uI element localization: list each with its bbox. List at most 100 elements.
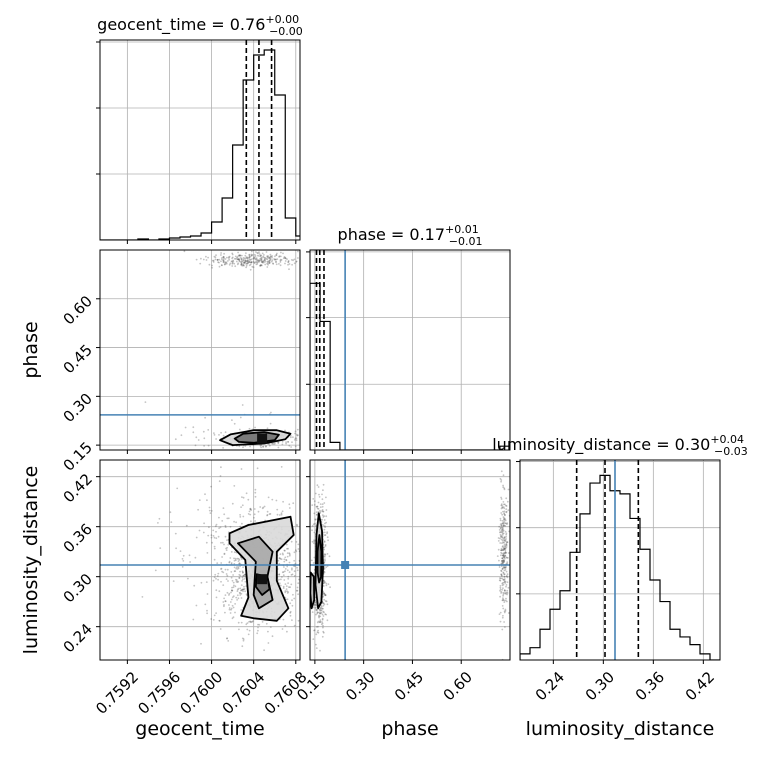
sample-point xyxy=(203,445,206,447)
sample-point xyxy=(293,551,296,554)
y-tick-label-phase: 0.15 xyxy=(60,438,96,474)
sample-point xyxy=(246,262,248,265)
sample-point xyxy=(500,573,503,576)
sample-point xyxy=(288,268,290,271)
sample-point xyxy=(323,567,326,570)
sample-point xyxy=(235,260,238,263)
sample-point xyxy=(284,570,286,573)
sample-point xyxy=(317,611,319,614)
sample-point xyxy=(308,264,310,266)
sample-point xyxy=(253,513,256,516)
sample-point xyxy=(264,257,267,259)
sample-point xyxy=(312,523,315,526)
sample-point xyxy=(319,612,321,615)
sample-point xyxy=(230,551,233,553)
sample-point xyxy=(504,551,507,554)
sample-point xyxy=(317,631,320,634)
sample-point xyxy=(275,499,278,502)
x-tick-label-luminosity_distance: 0.24 xyxy=(532,668,568,704)
sample-point xyxy=(314,519,317,521)
sample-point xyxy=(501,575,503,577)
sample-point xyxy=(301,440,303,442)
sample-point xyxy=(505,546,508,548)
sample-point xyxy=(288,586,290,588)
sample-point xyxy=(259,264,262,266)
sample-point xyxy=(503,569,506,572)
sample-point xyxy=(242,258,245,261)
sample-point xyxy=(242,571,244,574)
sample-point xyxy=(502,594,504,597)
sample-point xyxy=(238,254,241,257)
sample-point xyxy=(237,580,240,583)
sample-point xyxy=(222,256,225,259)
sample-point xyxy=(263,259,266,262)
panel-frame xyxy=(309,249,511,451)
sample-point xyxy=(296,524,298,527)
sample-point xyxy=(244,259,247,262)
sample-point xyxy=(291,573,294,576)
sample-point xyxy=(324,526,326,528)
sample-point xyxy=(243,264,245,267)
sample-point xyxy=(276,252,278,255)
sample-point xyxy=(324,594,326,596)
sample-point xyxy=(225,547,227,550)
sample-point xyxy=(319,621,322,623)
sample-point xyxy=(278,255,281,258)
sample-point xyxy=(274,258,277,261)
density-contour-inner xyxy=(233,431,280,444)
sample-point xyxy=(499,531,501,534)
sample-point xyxy=(288,571,291,573)
sample-point xyxy=(503,541,505,544)
sample-point xyxy=(269,422,272,425)
sample-point xyxy=(501,557,504,560)
sample-point xyxy=(500,549,502,552)
panel-title: geocent_time = 0.76+0.00 −0.00 xyxy=(97,13,303,38)
sample-point xyxy=(318,664,320,666)
sample-point xyxy=(231,419,233,421)
sample-point xyxy=(501,557,504,559)
sample-point xyxy=(503,536,506,539)
sample-point xyxy=(233,422,236,425)
sample-point xyxy=(285,559,287,561)
sample-point xyxy=(288,503,291,506)
sample-point xyxy=(504,545,506,548)
sample-point xyxy=(200,257,202,260)
sample-point xyxy=(506,541,509,544)
sample-point xyxy=(504,513,506,516)
sample-point xyxy=(502,561,505,563)
sample-point xyxy=(296,586,299,589)
sample-point xyxy=(261,261,264,264)
sample-point xyxy=(274,258,276,261)
sample-point xyxy=(221,556,224,558)
sample-point xyxy=(302,557,304,559)
sample-point xyxy=(213,432,215,434)
sample-point xyxy=(238,591,241,594)
sample-point xyxy=(249,261,252,264)
sample-point xyxy=(200,642,202,645)
sample-point xyxy=(313,603,316,606)
sample-point xyxy=(223,261,226,263)
sample-point xyxy=(321,618,324,621)
sample-point xyxy=(296,589,299,592)
sample-point xyxy=(323,548,326,551)
sample-point xyxy=(315,608,318,611)
sample-point xyxy=(243,262,245,264)
sample-point xyxy=(316,608,319,611)
sample-point xyxy=(325,509,328,511)
sample-point xyxy=(242,588,245,591)
sample-point xyxy=(502,593,505,596)
sample-point xyxy=(323,598,326,601)
sample-point xyxy=(315,643,317,646)
sample-point xyxy=(254,488,257,491)
sample-point xyxy=(223,257,225,260)
sample-point xyxy=(279,258,282,261)
sample-point xyxy=(325,515,328,518)
sample-point xyxy=(502,532,505,535)
sample-point xyxy=(291,567,293,570)
sample-point xyxy=(228,607,231,609)
sample-point xyxy=(321,613,324,616)
sample-point xyxy=(504,566,507,569)
sample-point xyxy=(502,546,505,549)
sample-point xyxy=(503,556,505,559)
sample-point xyxy=(262,260,265,263)
